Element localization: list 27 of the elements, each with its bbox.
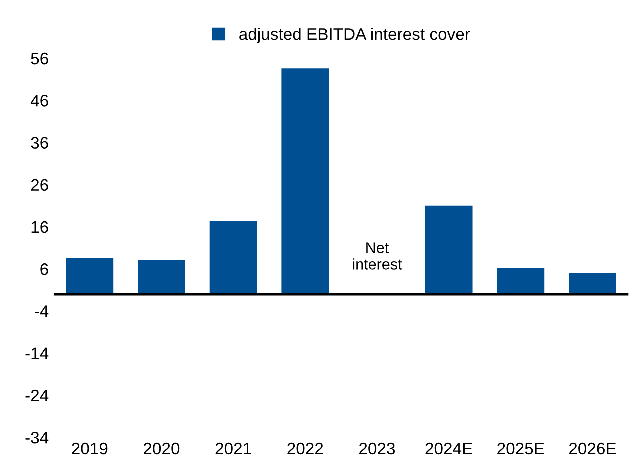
- y-tick-label: 6: [40, 264, 48, 276]
- bar: [425, 206, 473, 294]
- x-tick-label: 2026E: [569, 442, 616, 455]
- bar: [138, 260, 186, 294]
- y-tick-label: -14: [26, 348, 49, 360]
- annotation: Net interest: [353, 242, 402, 270]
- bar: [66, 258, 114, 294]
- y-tick-label: 16: [32, 221, 48, 234]
- legend-label: adjusted EBITDA interest cover: [240, 28, 470, 44]
- x-tick-label: 2025E: [498, 442, 544, 455]
- bar: [282, 68, 330, 294]
- x-tick-label: 2021: [216, 442, 252, 455]
- bar: [497, 268, 545, 294]
- y-tick-label: 46: [30, 95, 48, 107]
- x-tick-label: 2024E: [426, 442, 472, 455]
- bar: [210, 221, 258, 294]
- y-tick-label: 26: [31, 179, 48, 192]
- y-tick-label: -4: [35, 306, 49, 318]
- x-tick-label: 2023: [360, 442, 396, 455]
- y-tick-label: -34: [26, 432, 49, 444]
- y-tick-label: -24: [26, 390, 49, 402]
- bar: [569, 273, 616, 294]
- y-tick-label: 56: [31, 52, 48, 65]
- x-tick-label: 2019: [72, 442, 108, 455]
- x-tick-label: 2020: [144, 442, 180, 455]
- x-tick-label: 2022: [288, 442, 324, 455]
- y-tick-label: 36: [31, 137, 48, 149]
